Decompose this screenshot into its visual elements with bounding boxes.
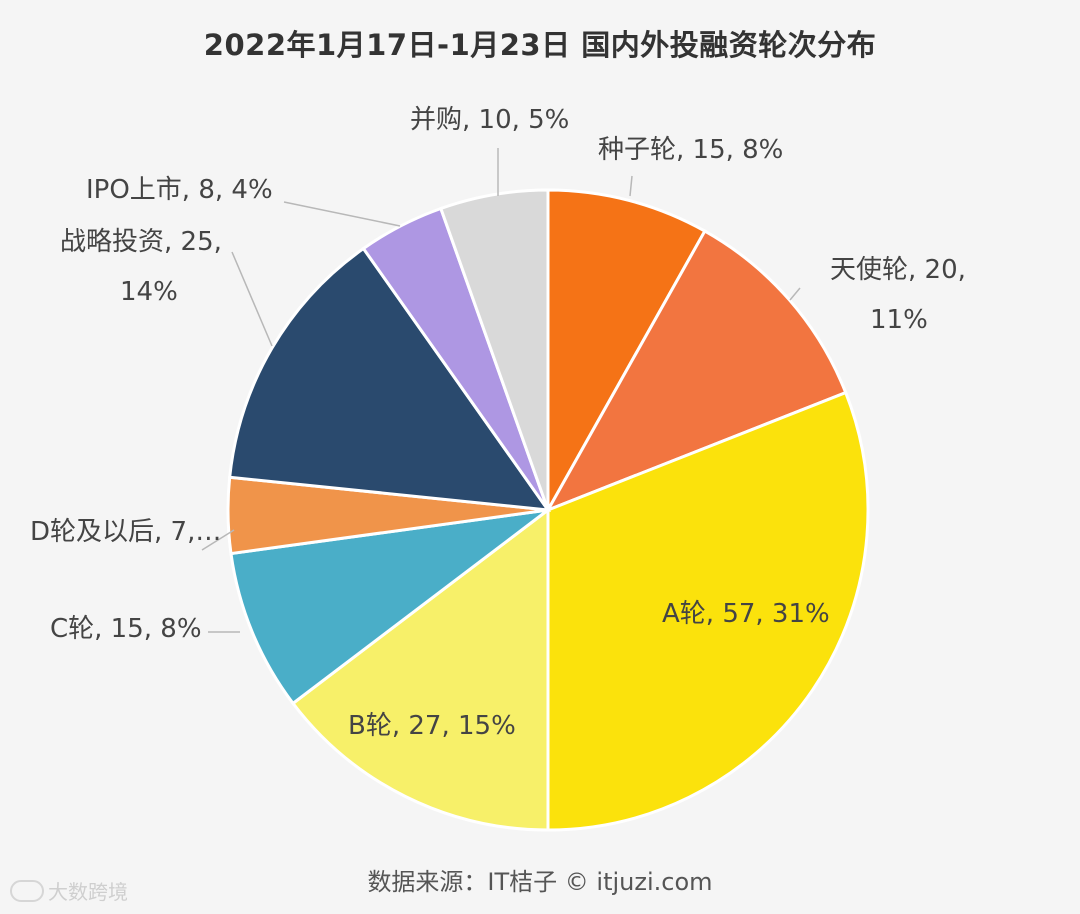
pie-slice-B轮 bbox=[290, 506, 550, 832]
slice-label-B轮: B轮, 27, 15% bbox=[348, 711, 516, 741]
watermark: 大数跨境 bbox=[10, 876, 128, 905]
pie-slice-A轮 bbox=[546, 390, 870, 832]
leader-line-D轮及以后 bbox=[201, 529, 235, 551]
slice-label-D轮及以后: D轮及以后, 7,… bbox=[30, 517, 221, 547]
slice-label-IPO上市: IPO上市, 8, 4% bbox=[86, 175, 273, 205]
data-source: 数据来源：IT桔子 © itjuzi.com bbox=[367, 868, 713, 896]
slice-label-种子轮: 种子轮, 15, 8% bbox=[598, 135, 783, 165]
slice-label-战略投资: 战略投资, 25, 14% bbox=[60, 227, 222, 307]
watermark-text: 大数跨境 bbox=[48, 880, 128, 904]
leader-line-IPO上市 bbox=[283, 201, 401, 227]
leader-line-战略投资 bbox=[231, 251, 273, 347]
leader-line-种子轮 bbox=[629, 175, 633, 197]
leader-line-天使轮 bbox=[789, 287, 801, 301]
watermark-logo-icon bbox=[10, 879, 44, 902]
pie-slice-并购 bbox=[438, 188, 550, 511]
slice-label-A轮: A轮, 57, 31% bbox=[662, 599, 830, 629]
slice-label-C轮: C轮, 15, 8% bbox=[50, 614, 202, 644]
pie-slice-C轮 bbox=[229, 507, 554, 706]
slice-label-并购: 并购, 10, 5% bbox=[410, 105, 569, 135]
slice-label-天使轮: 天使轮, 20, 11% bbox=[830, 255, 966, 335]
pie-slice-种子轮 bbox=[546, 188, 707, 516]
chart-title: 2022年1月17日-1月23日 国内外投融资轮次分布 bbox=[203, 28, 877, 62]
pie-slice-天使轮 bbox=[544, 229, 848, 513]
pie-slice-战略投资 bbox=[228, 246, 552, 512]
